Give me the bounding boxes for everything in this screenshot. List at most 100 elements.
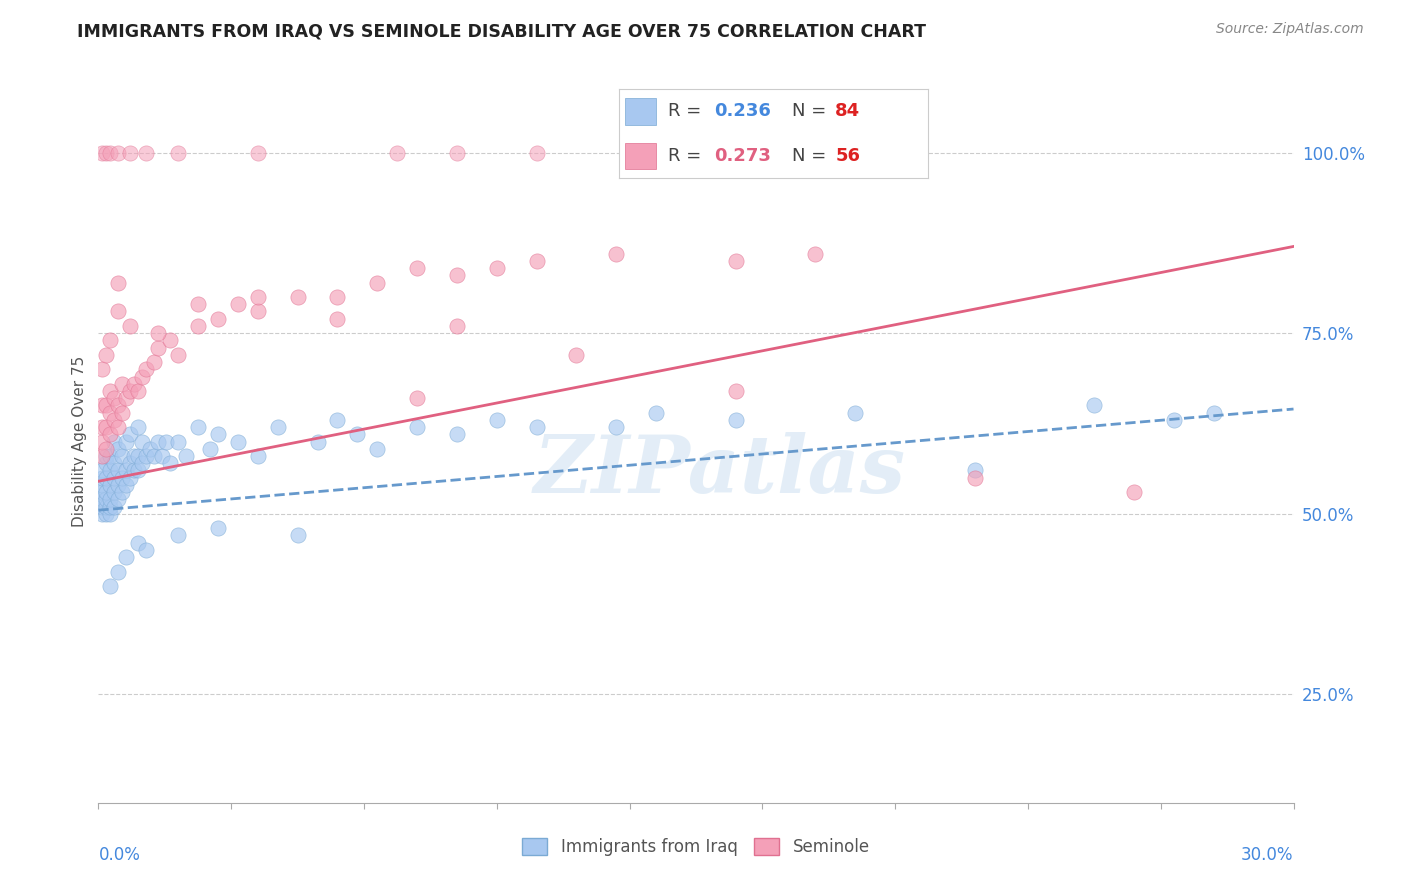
Point: [107, 565, 129, 579]
Point: [127, 449, 149, 463]
Point: [107, 145, 129, 160]
Point: [127, 384, 149, 398]
Point: [124, 376, 146, 391]
Point: [91, 434, 114, 449]
Point: [120, 427, 142, 442]
Point: [385, 145, 409, 160]
Point: [366, 276, 388, 290]
Point: [107, 492, 129, 507]
Point: [565, 348, 588, 362]
Point: [98, 406, 122, 420]
Text: 0.0%: 0.0%: [98, 847, 141, 864]
Point: [111, 449, 134, 463]
Point: [91, 492, 114, 507]
Point: [115, 391, 138, 405]
Point: [143, 355, 166, 369]
Point: [150, 449, 173, 463]
Point: [246, 304, 269, 318]
Point: [346, 427, 368, 442]
FancyBboxPatch shape: [624, 98, 655, 125]
Point: [96, 420, 118, 434]
Point: [103, 391, 125, 405]
Text: 0.273: 0.273: [714, 147, 772, 165]
Point: [526, 145, 548, 160]
Point: [131, 369, 153, 384]
Point: [326, 311, 349, 326]
Point: [724, 413, 747, 427]
Point: [120, 384, 142, 398]
Point: [366, 442, 388, 456]
Point: [98, 579, 122, 593]
Point: [91, 507, 114, 521]
Point: [246, 449, 269, 463]
Point: [187, 318, 209, 333]
Point: [131, 434, 153, 449]
Point: [111, 406, 134, 420]
Text: ZIPatlas: ZIPatlas: [534, 432, 905, 509]
Point: [135, 362, 157, 376]
Point: [98, 449, 122, 463]
Point: [167, 434, 190, 449]
Point: [98, 334, 122, 348]
Point: [98, 384, 122, 398]
Point: [91, 500, 114, 514]
Point: [804, 246, 827, 260]
Text: R =: R =: [668, 147, 707, 165]
Point: [91, 145, 114, 160]
Point: [96, 449, 118, 463]
Point: [103, 434, 125, 449]
Point: [207, 521, 229, 535]
Point: [226, 434, 249, 449]
Point: [107, 442, 129, 456]
Point: [685, 145, 707, 160]
Point: [91, 449, 114, 463]
Point: [107, 398, 129, 412]
Point: [135, 145, 157, 160]
Point: [167, 145, 190, 160]
Point: [127, 535, 149, 549]
Point: [107, 304, 129, 318]
Point: [91, 362, 114, 376]
Point: [96, 442, 118, 456]
Point: [98, 507, 122, 521]
Point: [96, 500, 118, 514]
Point: [148, 326, 170, 340]
Point: [135, 449, 157, 463]
Point: [115, 478, 138, 492]
Point: [485, 413, 508, 427]
Point: [287, 290, 309, 304]
Point: [148, 341, 170, 355]
Point: [111, 485, 134, 500]
Point: [131, 456, 153, 470]
Point: [159, 334, 181, 348]
Point: [103, 485, 125, 500]
Point: [107, 463, 129, 477]
Point: [103, 456, 125, 470]
Text: IMMIGRANTS FROM IRAQ VS SEMINOLE DISABILITY AGE OVER 75 CORRELATION CHART: IMMIGRANTS FROM IRAQ VS SEMINOLE DISABIL…: [77, 22, 927, 40]
Point: [96, 456, 118, 470]
Point: [107, 276, 129, 290]
Point: [724, 384, 747, 398]
Point: [127, 420, 149, 434]
Point: [526, 253, 548, 268]
Point: [111, 470, 134, 484]
Point: [96, 470, 118, 484]
Point: [103, 413, 125, 427]
Point: [103, 470, 125, 484]
Point: [124, 449, 146, 463]
Point: [844, 406, 866, 420]
Point: [98, 463, 122, 477]
Point: [645, 406, 668, 420]
Point: [446, 268, 468, 283]
Point: [267, 420, 290, 434]
Point: [174, 449, 197, 463]
Point: [115, 463, 138, 477]
Point: [155, 434, 177, 449]
Point: [963, 470, 986, 484]
Point: [96, 348, 118, 362]
Point: [103, 500, 125, 514]
Point: [124, 463, 146, 477]
FancyBboxPatch shape: [624, 143, 655, 169]
Point: [605, 246, 627, 260]
Point: [1083, 398, 1105, 412]
